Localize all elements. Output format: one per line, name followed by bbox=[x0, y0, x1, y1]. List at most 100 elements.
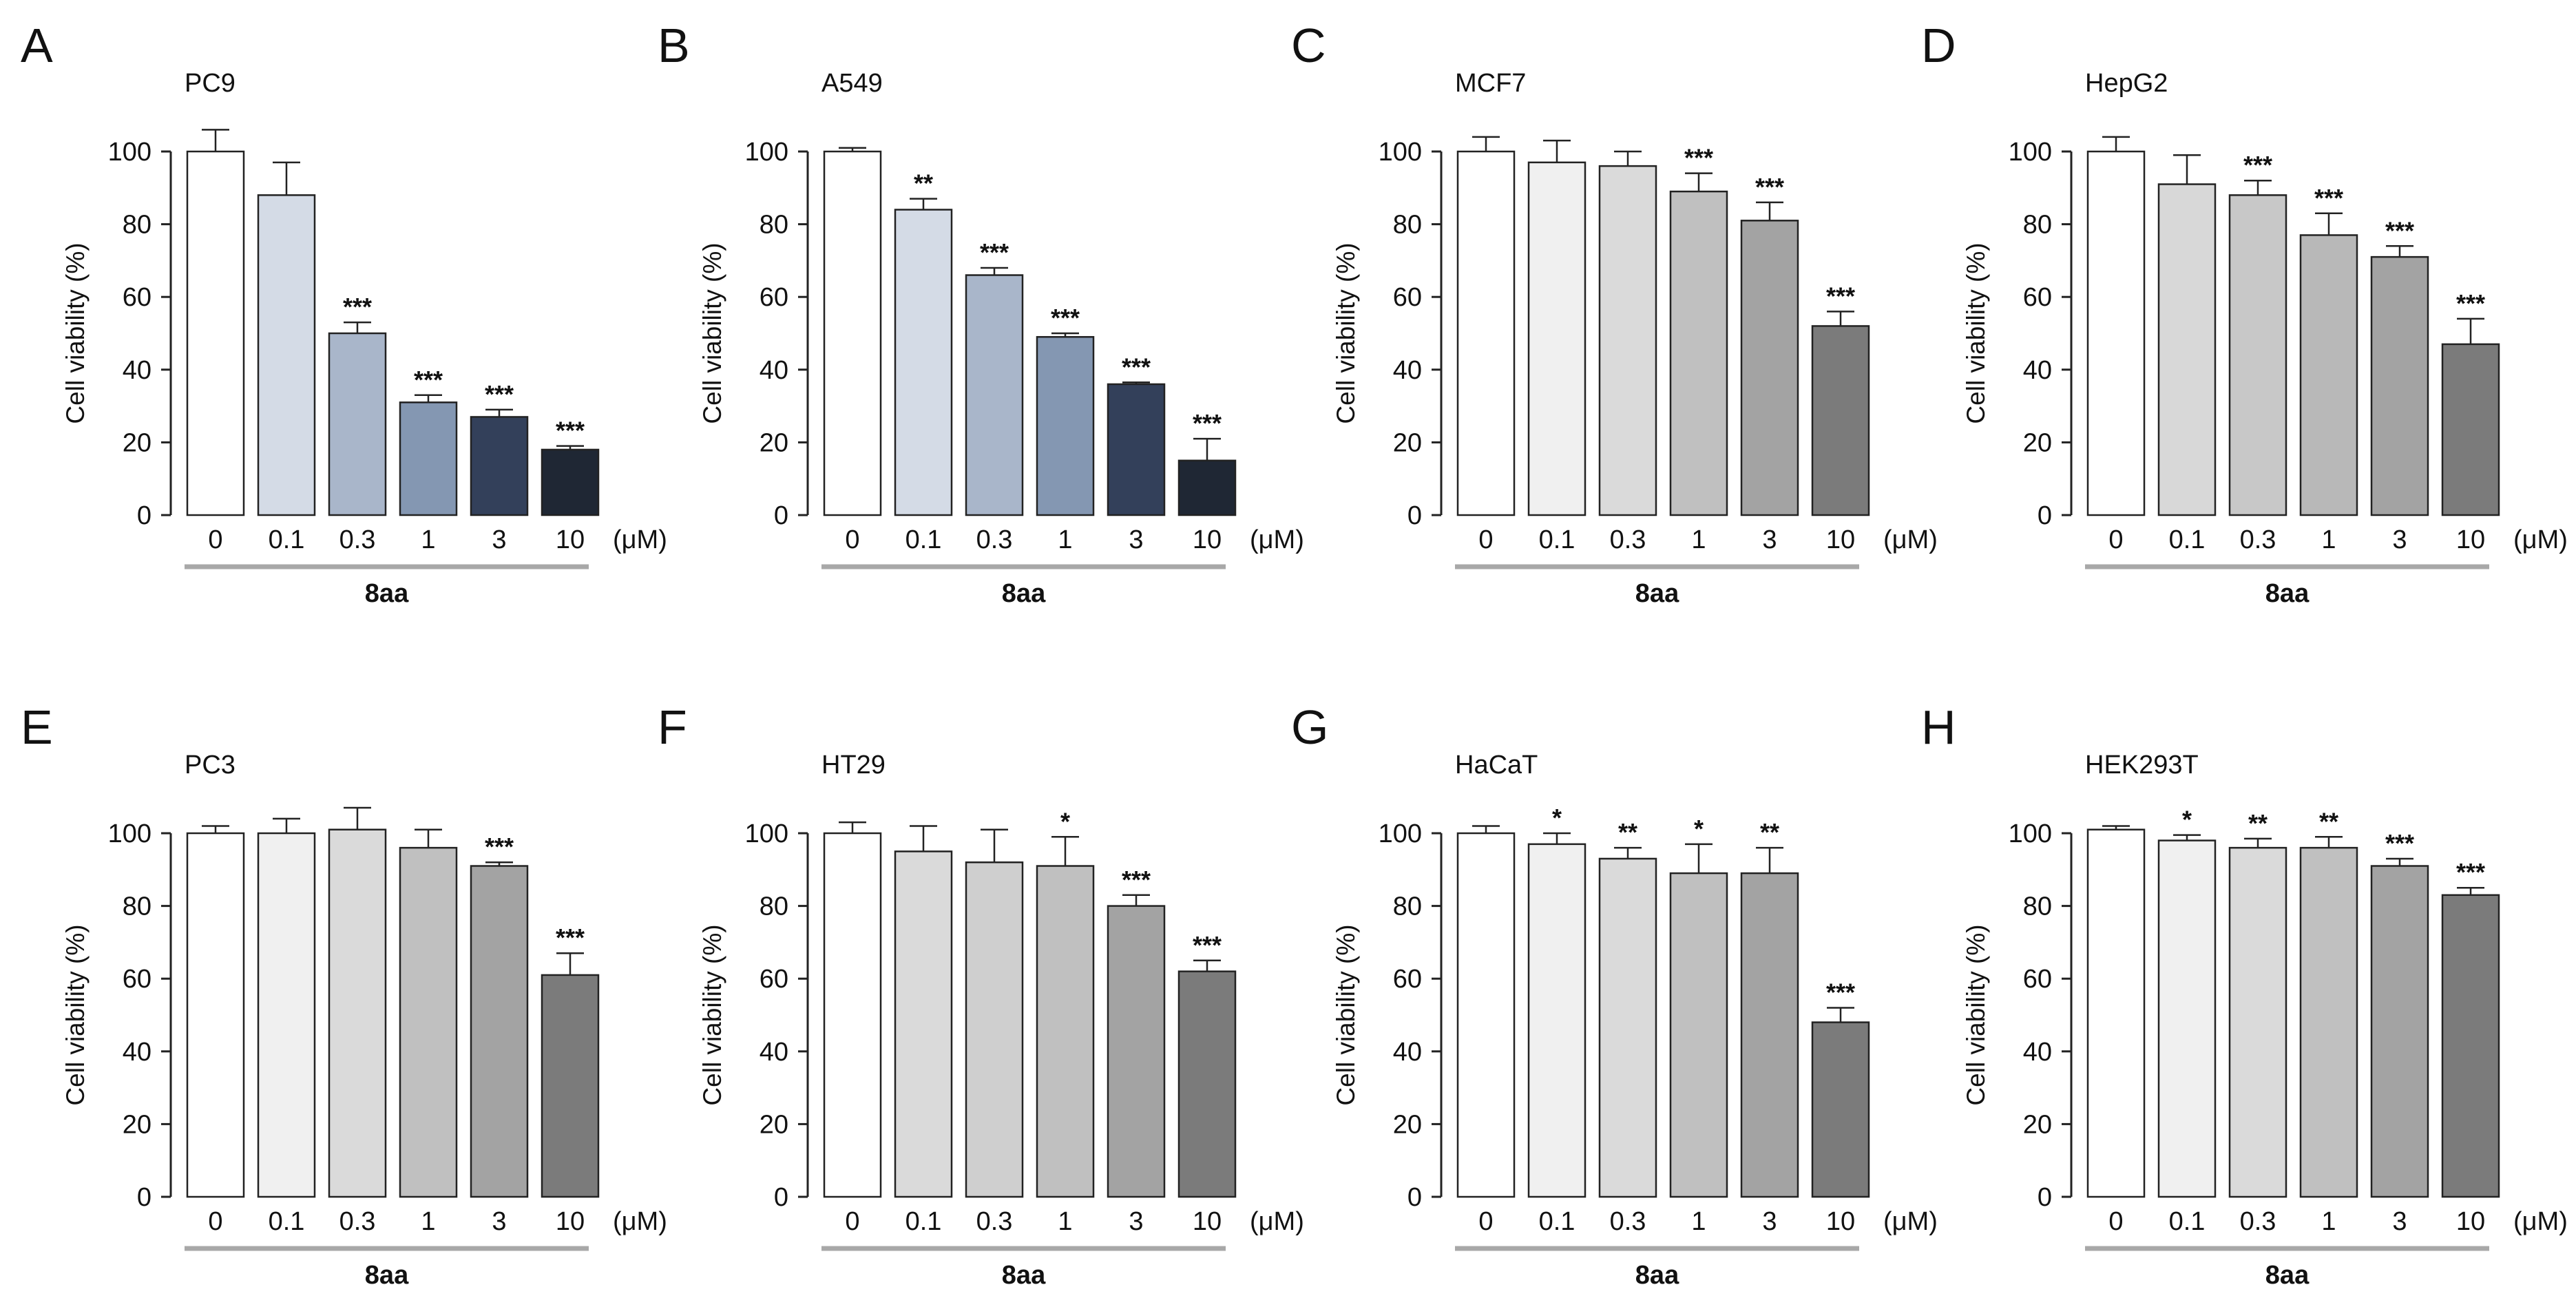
x-tick-label: 0 bbox=[2108, 525, 2123, 554]
x-tick-label: 0.1 bbox=[1539, 1207, 1575, 1236]
significance-marker: *** bbox=[1122, 866, 1151, 894]
panel-letter-D: D bbox=[1921, 19, 1956, 72]
significance-marker: *** bbox=[1193, 931, 1222, 959]
x-tick-label: 10 bbox=[1826, 525, 1855, 554]
x-unit-label: (μM) bbox=[1250, 1207, 1304, 1236]
bar-0.1 bbox=[1527, 161, 1587, 516]
x-tick-label: 1 bbox=[1058, 1207, 1072, 1236]
x-tick-label: 10 bbox=[2456, 1207, 2485, 1236]
panel-letter-H: H bbox=[1921, 700, 1956, 754]
cell-line-title-HaCaT: HaCaT bbox=[1455, 751, 1538, 780]
panel-F: F HT29 0 20 40 60 80 100 Cell viability (%) 0 0.1 0… bbox=[658, 700, 1304, 1290]
bar-0.3 bbox=[328, 828, 387, 1198]
panel-G: G HaCaT 0 20 40 60 80 100 Cell viability (%) 0 * 0.… bbox=[1291, 700, 1938, 1290]
cell-line-title-HEK293T: HEK293T bbox=[2085, 751, 2199, 780]
x-tick-label: 0.1 bbox=[1539, 525, 1575, 554]
x-tick-label: 1 bbox=[1691, 525, 1706, 554]
y-tick-label: 0 bbox=[2038, 501, 2052, 530]
cell-line-title-PC9: PC9 bbox=[185, 69, 235, 98]
x-tick-label: 10 bbox=[1193, 525, 1222, 554]
x-unit-label: (μM) bbox=[1883, 525, 1938, 554]
significance-marker: *** bbox=[1193, 409, 1222, 437]
y-tick-label: 40 bbox=[760, 356, 788, 385]
y-tick-label: 60 bbox=[123, 283, 151, 312]
y-tick-label: 60 bbox=[2023, 283, 2052, 312]
significance-marker: *** bbox=[485, 833, 514, 861]
panel-letter-G: G bbox=[1291, 700, 1328, 754]
significance-marker: *** bbox=[414, 366, 443, 394]
x-unit-label: (μM) bbox=[2513, 525, 2568, 554]
bar-0 bbox=[2086, 828, 2146, 1198]
bar-1 bbox=[1036, 865, 1095, 1198]
bar-0.3 bbox=[965, 861, 1024, 1198]
bar-0.1 bbox=[2157, 183, 2217, 516]
x-tick-label: 3 bbox=[1129, 1207, 1143, 1236]
x-tick-label: 0 bbox=[845, 1207, 859, 1236]
x-tick-label: 0.1 bbox=[2169, 525, 2206, 554]
x-tick-label: 10 bbox=[1826, 1207, 1855, 1236]
x-tick-label: 0.1 bbox=[269, 525, 305, 554]
y-axis-label: Cell viability (%) bbox=[1962, 242, 1990, 424]
x-tick-label: 0.3 bbox=[339, 525, 376, 554]
bar-0.1 bbox=[257, 194, 316, 516]
x-tick-label: 0 bbox=[845, 525, 859, 554]
bar-1 bbox=[2299, 846, 2358, 1198]
significance-marker: ** bbox=[914, 169, 933, 198]
y-tick-label: 0 bbox=[1407, 1183, 1422, 1212]
bar-1 bbox=[399, 846, 458, 1198]
y-tick-label: 20 bbox=[123, 428, 151, 457]
significance-marker: *** bbox=[1755, 173, 1784, 201]
x-tick-label: 10 bbox=[556, 1207, 585, 1236]
panel-B: B A549 0 20 40 60 80 100 Cell viability (%) 0 ** 0.… bbox=[658, 19, 1304, 608]
significance-marker: *** bbox=[980, 238, 1009, 266]
x-unit-label: (μM) bbox=[1883, 1207, 1938, 1236]
x-unit-label: (μM) bbox=[2513, 1207, 2568, 1236]
bar-0.3 bbox=[328, 332, 387, 516]
y-axis-label: Cell viability (%) bbox=[698, 242, 726, 424]
panel-D: D HepG2 0 20 40 60 80 100 Cell viability (%) 0 0.1… bbox=[1921, 19, 2568, 608]
y-tick-label: 80 bbox=[760, 892, 788, 921]
x-tick-label: 1 bbox=[1691, 1207, 1706, 1236]
bar-10 bbox=[541, 974, 600, 1198]
panel-A: A PC9 0 20 40 60 80 100 Cell viability (%) 0 0.1 **… bbox=[21, 19, 667, 608]
significance-marker: *** bbox=[2456, 858, 2485, 886]
panel-letter-C: C bbox=[1291, 19, 1326, 72]
x-tick-label: 1 bbox=[2321, 525, 2336, 554]
y-tick-label: 100 bbox=[2009, 819, 2052, 848]
y-axis-label: Cell viability (%) bbox=[1962, 924, 1990, 1105]
x-tick-label: 1 bbox=[421, 1207, 435, 1236]
y-tick-label: 80 bbox=[760, 211, 788, 240]
significance-marker: *** bbox=[2314, 184, 2343, 212]
bar-10 bbox=[1177, 970, 1237, 1198]
x-tick-label: 0.1 bbox=[2169, 1207, 2206, 1236]
x-tick-label: 0.3 bbox=[2240, 1207, 2276, 1236]
y-tick-label: 20 bbox=[1393, 428, 1422, 457]
y-tick-label: 60 bbox=[760, 965, 788, 994]
x-tick-label: 3 bbox=[2392, 525, 2407, 554]
y-tick-label: 100 bbox=[108, 138, 151, 167]
y-tick-label: 0 bbox=[774, 501, 788, 530]
significance-marker: *** bbox=[556, 417, 585, 445]
y-tick-label: 40 bbox=[2023, 1038, 2052, 1067]
x-tick-label: 3 bbox=[492, 525, 506, 554]
x-tick-label: 0.3 bbox=[976, 1207, 1013, 1236]
x-tick-label: 0 bbox=[2108, 1207, 2123, 1236]
y-tick-label: 0 bbox=[137, 501, 151, 530]
bar-10 bbox=[2441, 343, 2500, 516]
bar-0.1 bbox=[1527, 843, 1587, 1198]
y-tick-label: 60 bbox=[2023, 965, 2052, 994]
bar-0 bbox=[186, 150, 245, 516]
panel-letter-E: E bbox=[21, 700, 53, 754]
x-tick-label: 0.3 bbox=[1610, 1207, 1646, 1236]
y-tick-label: 100 bbox=[2009, 138, 2052, 167]
bar-0.3 bbox=[1598, 857, 1657, 1198]
x-tick-label: 1 bbox=[2321, 1207, 2336, 1236]
y-tick-label: 100 bbox=[745, 138, 788, 167]
significance-marker: ** bbox=[1760, 818, 1779, 846]
x-tick-label: 0 bbox=[1478, 525, 1493, 554]
panel-E: E PC3 0 20 40 60 80 100 Cell viability (%) 0 0.1 0.… bbox=[21, 700, 667, 1290]
x-tick-label: 1 bbox=[1058, 525, 1072, 554]
bar-0.1 bbox=[894, 209, 953, 516]
cell-line-title-A549: A549 bbox=[821, 69, 883, 98]
bar-0.3 bbox=[1598, 165, 1657, 516]
